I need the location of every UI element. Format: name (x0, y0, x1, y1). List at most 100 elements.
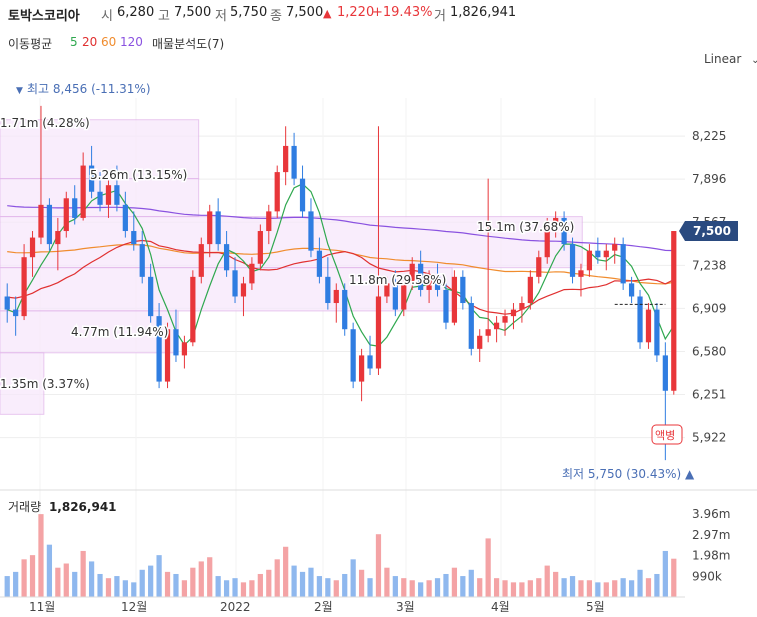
candle-body (148, 276, 154, 317)
volume-bar (333, 580, 339, 597)
candle (38, 105, 44, 245)
candle (181, 335, 188, 369)
event-badge-label: 액병 (655, 429, 675, 442)
volume-tick-label: 3.96m (692, 507, 730, 521)
candle-body (4, 296, 10, 310)
volume-bar (173, 573, 179, 597)
candle-body (569, 244, 576, 277)
candle-body (527, 276, 533, 304)
volume-panel-label: 거래량 (8, 500, 42, 514)
candle (409, 257, 415, 290)
candle-body (485, 329, 491, 336)
candle (63, 191, 69, 238)
candle-body (654, 309, 660, 356)
volume-bar (291, 565, 297, 597)
volume-bar (662, 550, 668, 597)
candle (257, 224, 263, 271)
stock-header: 토박스코리아 시 6,280 고 7,500 저 5,750 종 7,500 ▲… (0, 0, 757, 28)
candle-body (358, 355, 365, 382)
candle-body (97, 191, 103, 205)
candle (443, 283, 449, 330)
volume-bar (603, 582, 609, 597)
volume-profile-label: 1.35m (3.37%) (0, 377, 90, 391)
candle (249, 257, 255, 290)
volume-bar (612, 580, 618, 597)
change-value: 1,220 (337, 5, 375, 20)
volume-tick-label: 990k (692, 569, 722, 583)
candle (173, 309, 179, 362)
volume-bar (671, 558, 677, 597)
candle (553, 211, 559, 238)
candle (29, 231, 36, 277)
volume-bar (148, 565, 154, 597)
candle (240, 276, 247, 317)
candle-body (342, 289, 348, 330)
candle (595, 237, 601, 264)
volume-bar (38, 514, 44, 597)
candle-body (502, 316, 508, 323)
volume-bar (131, 582, 137, 597)
candle-body (561, 217, 567, 245)
candle-body (308, 211, 314, 251)
volume-bar (316, 576, 323, 597)
candle-body (519, 303, 525, 310)
ma-label[interactable]: 이동평균 (8, 37, 53, 51)
candle-body (266, 211, 272, 232)
candle (502, 309, 508, 336)
volume-bar (637, 569, 643, 597)
volume-bar (72, 571, 78, 597)
volume-profile-label[interactable]: 매물분석도(7) (152, 37, 225, 51)
candle (671, 231, 677, 395)
volume-bar (350, 559, 356, 597)
candle (367, 335, 373, 376)
candle-body (409, 263, 415, 284)
ma-period-20[interactable]: 20 (82, 35, 98, 49)
volume-tick-label: 2.97m (692, 528, 730, 542)
candle (88, 145, 95, 199)
candle (148, 263, 154, 323)
volume-bar (561, 578, 567, 597)
volume-bar (21, 559, 27, 597)
volume-bar (358, 569, 365, 597)
volume-panel-value: 1,826,941 (48, 500, 117, 514)
scale-dropdown[interactable]: Linear ⌄ (704, 52, 757, 66)
candle-body (131, 231, 137, 245)
ma-period-5[interactable]: 5 (70, 35, 78, 49)
candle-body (80, 165, 86, 218)
candle-body (553, 217, 559, 225)
volume-bar (375, 534, 382, 597)
candle (131, 211, 137, 251)
volume-bar (401, 578, 407, 597)
ma-period-120[interactable]: 120 (120, 35, 143, 49)
volume-bar (628, 580, 635, 597)
candle (519, 296, 525, 323)
price-tick-label: 7,238 (692, 258, 726, 272)
candle (139, 231, 145, 284)
ma-period-60[interactable]: 60 (101, 35, 117, 49)
candle (654, 303, 660, 362)
candle (97, 172, 103, 212)
candle-body (139, 244, 145, 277)
volume-bar (468, 569, 474, 597)
candle-body (595, 250, 601, 258)
volume-bar (527, 580, 533, 597)
volume-profile-label: 5.26m (13.15%) (90, 168, 187, 182)
volume-bar (426, 580, 432, 597)
candle-body (29, 237, 36, 258)
low-label: 저 (215, 9, 227, 24)
candle (460, 270, 466, 310)
candle-body (198, 244, 204, 277)
candle-body (628, 283, 635, 297)
close-label: 종 (270, 9, 282, 24)
candle (401, 276, 407, 317)
ma-20-line (7, 239, 675, 315)
candle (384, 276, 390, 304)
stock-name[interactable]: 토박스코리아 (8, 9, 80, 24)
candle-body (122, 204, 128, 232)
volume-bar (80, 550, 86, 597)
volume-bar (477, 578, 483, 597)
candle (232, 257, 238, 304)
candle (375, 126, 382, 376)
candle-body (612, 244, 618, 251)
